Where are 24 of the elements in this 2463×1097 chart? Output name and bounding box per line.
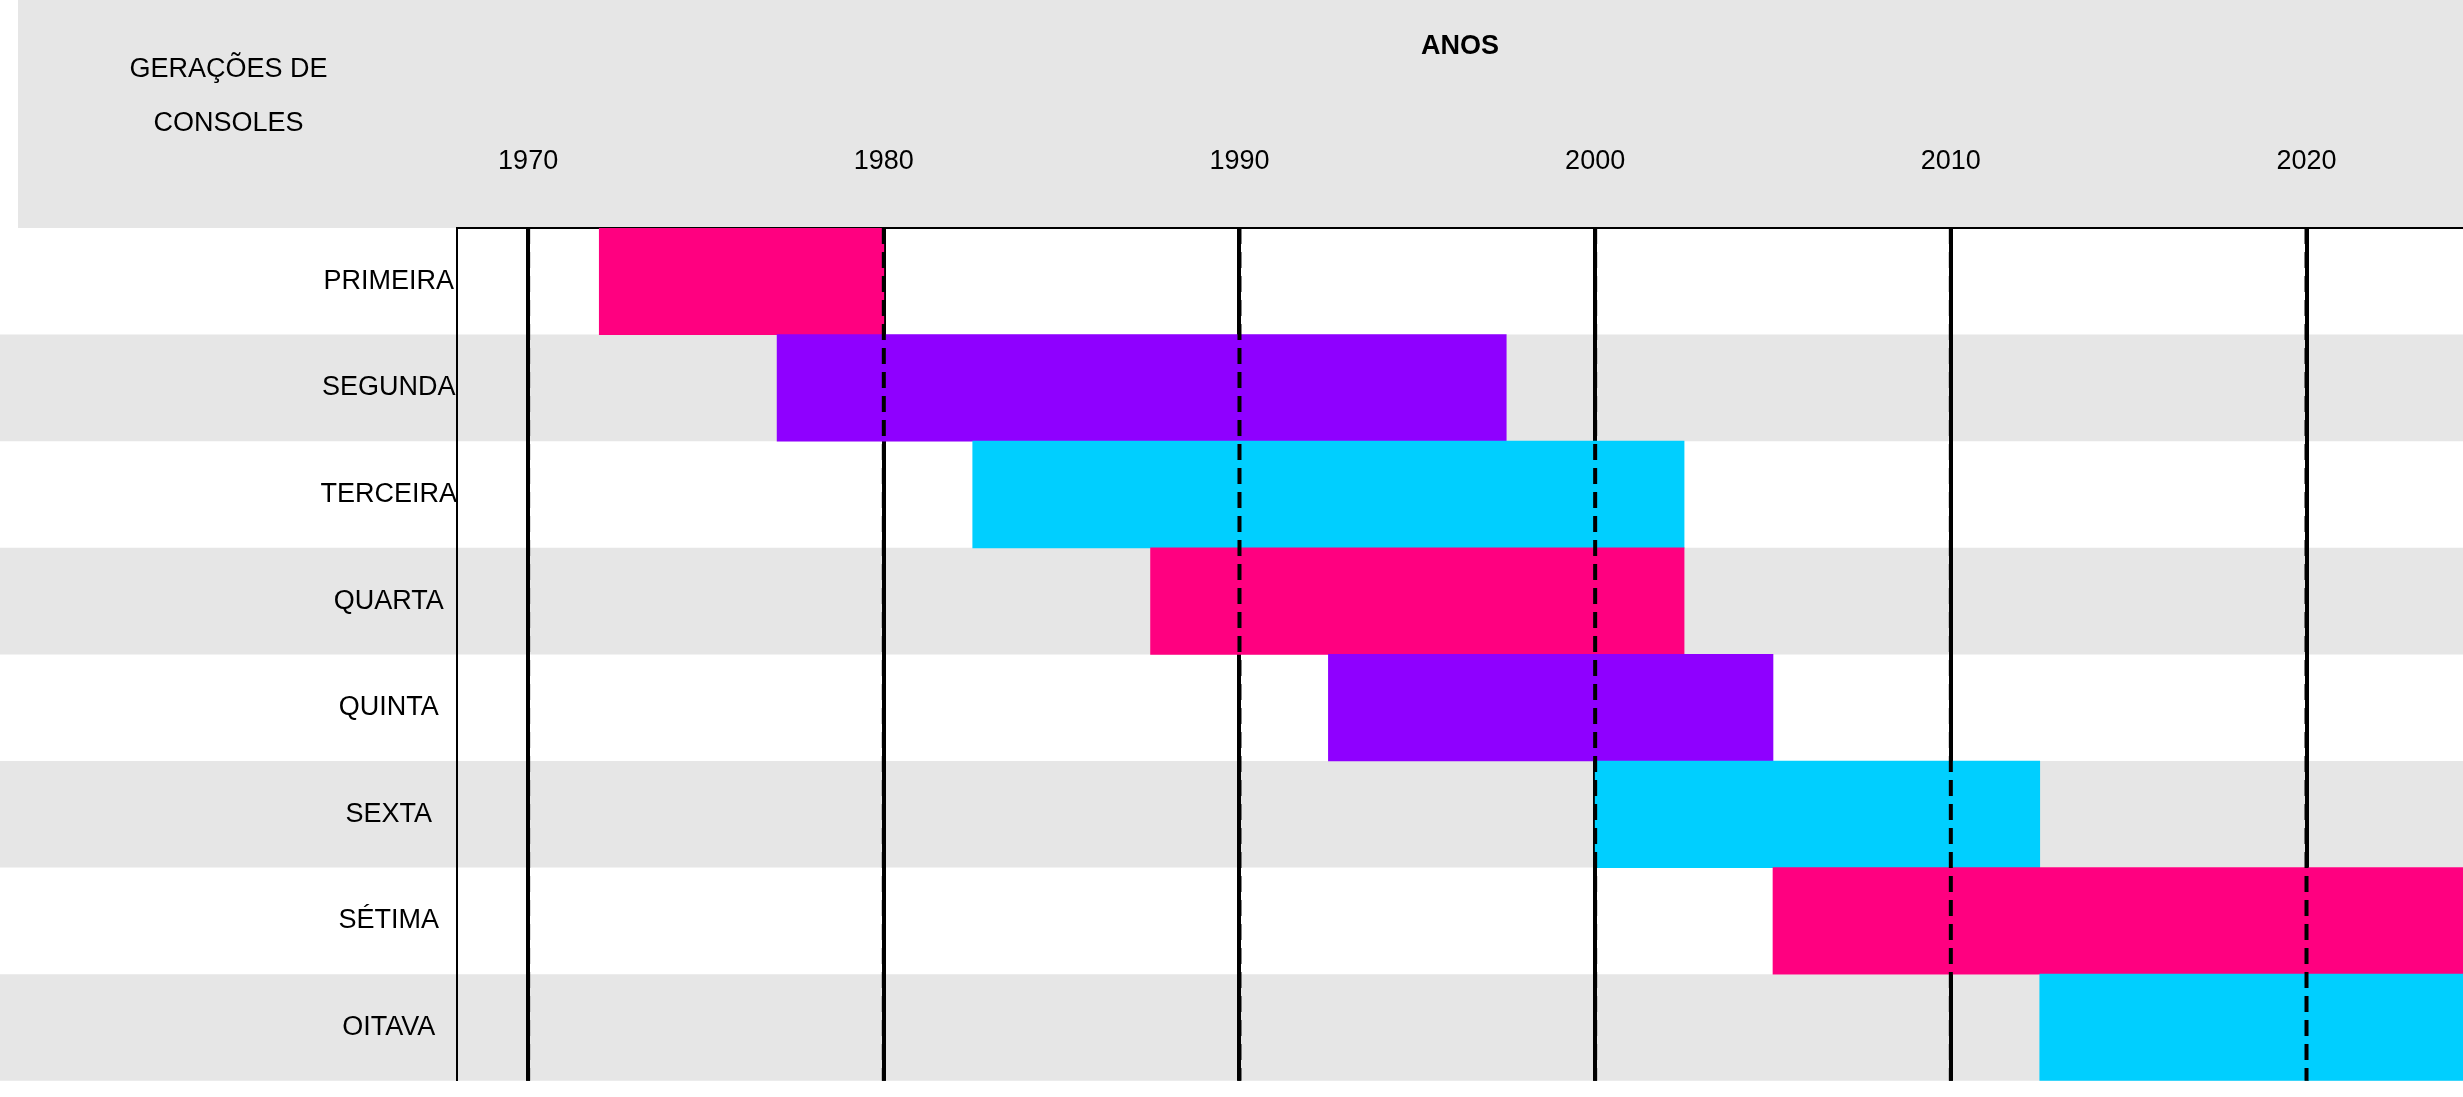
bar: [1328, 654, 1774, 762]
y-tick-label: PRIMEIRA: [323, 264, 455, 295]
bar: [972, 440, 1685, 549]
y-tick-label: OITAVA: [342, 1010, 436, 1041]
y-tick-label: TERCEIRA: [320, 477, 458, 508]
x-tick-label: 1990: [1209, 145, 1270, 176]
bar: [1772, 867, 2463, 975]
x-axis-title: ANOS: [1420, 29, 1500, 60]
x-tick-label: 2020: [2276, 145, 2337, 176]
x-tick-label: 2000: [1565, 145, 1626, 176]
y-tick-label: SEXTA: [345, 797, 433, 828]
bar: [598, 228, 885, 335]
y-tick-label: SÉTIMA: [338, 904, 439, 935]
bar: [776, 334, 1507, 442]
y-tick-label: SEGUNDA: [321, 371, 456, 402]
x-tick-label: 1970: [498, 145, 559, 176]
x-tick-label: 2010: [1920, 145, 1981, 176]
bar: [1150, 547, 1685, 655]
x-tick-label: 1980: [853, 145, 914, 176]
y-axis-title: GERAÇÕES DE CONSOLES: [129, 52, 328, 138]
bar: [2039, 973, 2463, 1081]
y-tick-label: QUINTA: [338, 691, 439, 722]
bar: [1594, 760, 2041, 868]
y-tick-label: QUARTA: [333, 584, 444, 615]
